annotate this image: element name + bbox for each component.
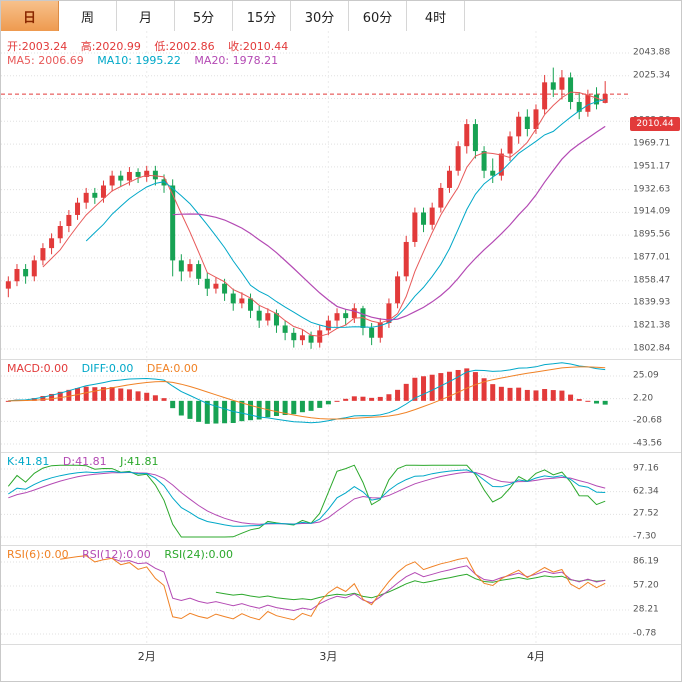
price-axis-label: 1951.17: [633, 161, 671, 172]
ma10-readout: MA10: 1995.22: [97, 54, 181, 67]
dea-value: DEA:0.00: [146, 362, 198, 375]
rsi-axis-label: 86.19: [633, 556, 659, 567]
price-axis-label: 1969.71: [633, 138, 671, 149]
time-axis-label: 3月: [319, 650, 338, 663]
price-axis-label: 2043.88: [633, 47, 671, 58]
macd-panel: MACD:0.00 DIFF:0.00 DEA:0.00 25.09 2.20 -2…: [1, 360, 681, 453]
time-axis-label: 2月: [137, 650, 156, 663]
k-value: K:41.81: [7, 455, 50, 468]
ohlc-readout: 开:2003.24 高:2020.99 低:2002.86 收:2010.44: [7, 38, 298, 54]
time-axis-label: 4月: [526, 650, 545, 663]
tab-monthly[interactable]: 月: [117, 1, 175, 31]
tab-15min[interactable]: 15分: [233, 1, 291, 31]
high-readout: 高:2020.99: [80, 40, 141, 53]
price-axis-label: 1932.63: [633, 184, 671, 195]
rsi-readout: RSI(6):0.00 RSI(12):0.00 RSI(24):0.00: [7, 548, 243, 561]
timeframe-tabbar: 日 周 月 5分 15分 30分 60分 4时: [1, 1, 681, 32]
rsi12-value: RSI(12):0.00: [82, 548, 151, 561]
candlestick-chart[interactable]: [1, 31, 629, 360]
price-axis-label: 1858.47: [633, 275, 671, 286]
macd-axis-label: -20.68: [633, 415, 663, 426]
j-value: J:41.81: [120, 455, 159, 468]
macd-axis-label: -43.56: [633, 438, 663, 449]
rsi-panel: RSI(6):0.00 RSI(12):0.00 RSI(24):0.00 86…: [1, 546, 681, 645]
price-axis-label: 1821.38: [633, 320, 671, 331]
tab-5min[interactable]: 5分: [175, 1, 233, 31]
macd-chart[interactable]: [1, 360, 629, 453]
ma-readout: MA5: 2006.69 MA10: 1995.22 MA20: 1978.21: [7, 54, 288, 67]
open-readout: 开:2003.24: [7, 40, 68, 53]
kdj-axis-label: 27.52: [633, 508, 659, 519]
kdj-panel: K:41.81 D:41.81 J:41.81 97.16 62.34 27.52 -…: [1, 453, 681, 546]
kdj-axis-label: 97.16: [633, 463, 659, 474]
rsi-chart[interactable]: [1, 546, 629, 645]
price-panel: 开:2003.24 高:2020.99 低:2002.86 收:2010.44 …: [1, 31, 681, 360]
rsi-axis-label: 28.21: [633, 604, 659, 615]
tab-daily[interactable]: 日: [1, 1, 59, 31]
current-price-tag: 2010.44: [630, 117, 680, 132]
price-axis-label: 1877.01: [633, 252, 671, 263]
time-axis: 2月 3月 4月: [1, 645, 681, 681]
tab-weekly[interactable]: 周: [59, 1, 117, 31]
macd-value: MACD:0.00: [7, 362, 69, 375]
rsi-axis-label: 57.20: [633, 580, 659, 591]
kdj-chart[interactable]: [1, 453, 629, 546]
kdj-axis-label: 62.34: [633, 486, 659, 497]
close-readout: 收:2010.44: [228, 40, 289, 53]
price-axis-label: 1914.09: [633, 206, 671, 217]
macd-axis-label: 25.09: [633, 370, 659, 381]
ma5-readout: MA5: 2006.69: [7, 54, 84, 67]
price-axis-label: 1839.93: [633, 297, 671, 308]
rsi6-value: RSI(6):0.00: [7, 548, 69, 561]
kdj-axis-label: -7.30: [633, 531, 657, 542]
diff-value: DIFF:0.00: [81, 362, 134, 375]
macd-readout: MACD:0.00 DIFF:0.00 DEA:0.00: [7, 362, 208, 375]
rsi-axis-label: -0.78: [633, 628, 657, 639]
d-value: D:41.81: [62, 455, 107, 468]
rsi24-value: RSI(24):0.00: [164, 548, 233, 561]
price-axis-label: 1895.56: [633, 229, 671, 240]
tab-60min[interactable]: 60分: [349, 1, 407, 31]
tab-4hour[interactable]: 4时: [407, 1, 465, 31]
macd-axis-label: 2.20: [633, 393, 654, 404]
low-readout: 低:2002.86: [154, 40, 215, 53]
kdj-readout: K:41.81 D:41.81 J:41.81: [7, 455, 169, 468]
price-axis-label: 1802.84: [633, 343, 671, 354]
tab-30min[interactable]: 30分: [291, 1, 349, 31]
price-axis-label: 2025.34: [633, 70, 671, 81]
ma20-readout: MA20: 1978.21: [194, 54, 279, 67]
